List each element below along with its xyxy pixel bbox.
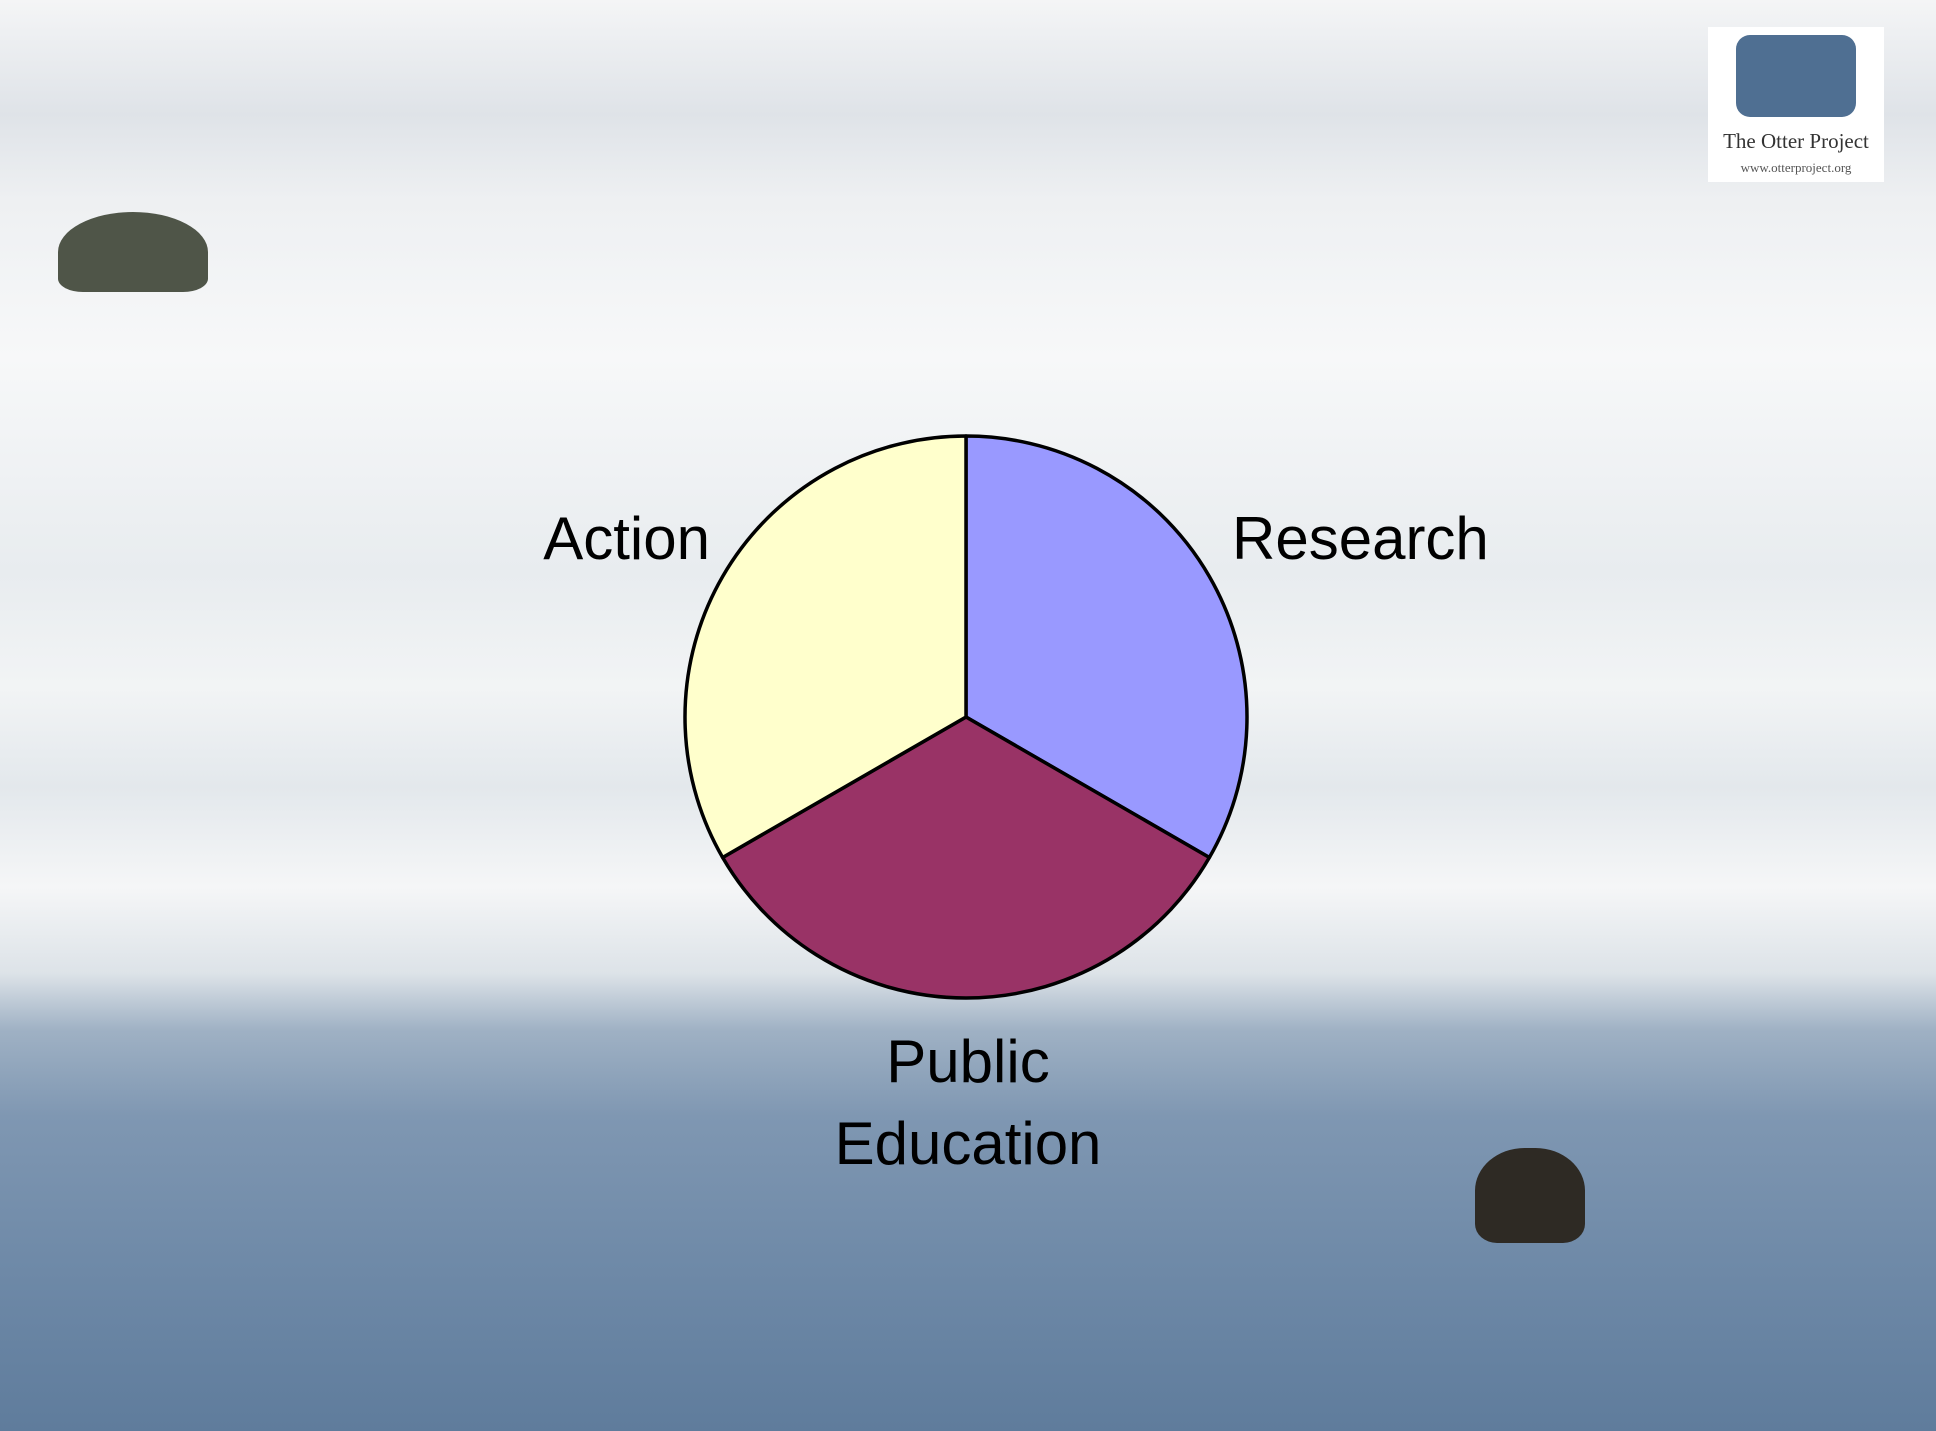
slice-label: Action: [543, 505, 710, 572]
slice-label: Research: [1232, 505, 1489, 572]
pie-slice: [964, 434, 1249, 860]
logo-title: The Otter Project: [1723, 129, 1869, 153]
logo-icon: [1736, 35, 1856, 117]
slice-label: Public Education: [834, 1028, 1102, 1177]
logo-url: www.otterproject.org: [1740, 160, 1852, 175]
otter: [1475, 1148, 1585, 1243]
rock: [58, 212, 208, 292]
pie-slice: [720, 715, 1212, 1000]
pie-slice: [683, 434, 968, 860]
logo: The Otter Project www.otterproject.org: [1708, 27, 1884, 182]
